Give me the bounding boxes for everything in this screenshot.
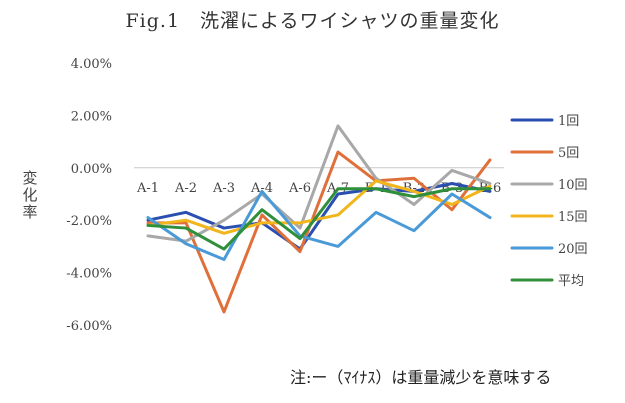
y-tick-label: -2.00% [66,214,112,229]
x-tick-label: A-1 [136,181,159,196]
chart-title: Fig.1 洗濯によるワイシャツの重量変化 [125,10,500,32]
x-tick-label: A-6 [288,181,311,196]
y-tick-label: 2.00% [71,109,112,124]
legend-label: 1回 [558,114,579,129]
y-axis-label: 変化率 [22,169,38,221]
legend-label: 5回 [558,146,579,161]
legend-label: 15回 [558,210,588,225]
legend-label: 平均 [558,274,584,289]
y-tick-label: -4.00% [66,267,112,282]
y-tick-label: -6.00% [66,319,112,334]
x-tick-label: A-4 [250,181,273,196]
series-line [146,189,492,261]
series-line [146,182,492,251]
series-line [146,179,492,235]
y-tick-label: 4.00% [71,57,112,72]
series-line [146,187,492,251]
x-tick-label: A-2 [174,181,197,196]
legend-label: 10回 [558,178,588,193]
series-line [146,124,492,243]
y-tick-label: 0.00% [71,162,112,177]
chart-footnote: 注:ー（ﾏｲﾅｽ）は重量減少を意味する [290,368,552,387]
x-tick-label: A-3 [212,181,235,196]
legend-label: 20回 [558,242,588,257]
